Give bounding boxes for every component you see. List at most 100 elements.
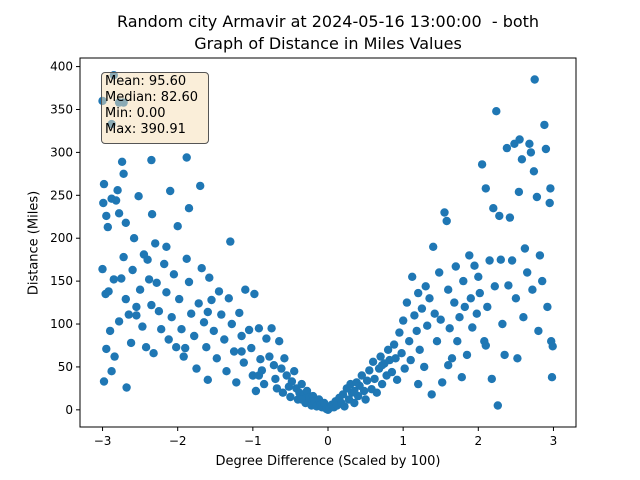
data-point [520, 244, 530, 253]
data-point [513, 354, 522, 363]
data-point [143, 255, 152, 264]
data-point [399, 316, 408, 325]
data-point [271, 374, 280, 384]
data-point [175, 294, 184, 304]
data-point [181, 343, 190, 353]
data-point [548, 342, 557, 351]
data-point [194, 299, 203, 308]
data-point [483, 302, 492, 312]
data-point [368, 357, 378, 366]
data-point [241, 285, 250, 294]
data-point [472, 309, 481, 318]
data-point [450, 298, 459, 307]
data-point [475, 288, 484, 298]
data-point [417, 304, 427, 313]
data-point [391, 354, 400, 363]
data-point [202, 343, 211, 352]
y-tick-label: 350 [50, 102, 73, 116]
data-point [113, 186, 122, 195]
data-point [209, 326, 218, 336]
data-point [229, 347, 239, 356]
data-point [429, 242, 438, 251]
data-point [468, 323, 477, 332]
data-point [455, 313, 464, 322]
data-point [507, 256, 517, 265]
data-point [237, 331, 246, 341]
x-axis-label: Degree Difference (Scaled by 100) [215, 454, 441, 469]
y-tick-label: 150 [50, 274, 73, 288]
data-point [147, 300, 156, 310]
data-point [103, 222, 113, 232]
points-layer [98, 71, 557, 414]
stat-median: Median: 82.60 [105, 90, 199, 105]
data-point [226, 237, 235, 246]
x-tick-label: 3 [550, 434, 558, 448]
data-point [420, 362, 429, 372]
x-tick-label: 1 [399, 434, 407, 448]
y-axis-ticks: 0 50 100 150 200 250 300 350 400 [50, 60, 80, 417]
data-point [541, 144, 551, 154]
data-point [272, 384, 282, 393]
data-point [500, 350, 509, 360]
chart-title-line-1: Random city Armavir at 2024-05-16 13:00:… [116, 12, 540, 31]
data-point [493, 401, 502, 410]
data-point [147, 155, 156, 165]
data-point [534, 326, 543, 336]
data-point [111, 196, 121, 205]
data-point [546, 184, 555, 193]
data-point [173, 222, 182, 231]
data-point [212, 354, 221, 363]
data-point [400, 364, 409, 373]
data-point [489, 204, 498, 213]
data-point [425, 294, 434, 303]
data-point [190, 331, 199, 341]
y-tick-label: 50 [58, 360, 73, 374]
data-point [530, 75, 539, 84]
data-point [182, 254, 191, 263]
data-point [117, 157, 127, 166]
data-point [167, 313, 176, 322]
data-point [529, 167, 539, 176]
data-point [383, 345, 393, 354]
stats-box [101, 72, 209, 144]
data-point [197, 264, 206, 273]
data-point [387, 367, 397, 377]
data-point [540, 120, 549, 130]
data-point [438, 378, 447, 387]
data-point [154, 307, 164, 316]
x-tick-label: −1 [244, 434, 262, 448]
data-point [122, 383, 131, 392]
data-point [129, 234, 139, 243]
data-point [359, 386, 369, 396]
data-point [495, 211, 504, 221]
stat-mean: Mean: 95.60 [105, 74, 187, 89]
data-point [481, 184, 490, 193]
data-point [377, 361, 387, 370]
data-point [376, 352, 385, 361]
data-point [377, 379, 387, 389]
data-point [427, 390, 436, 399]
data-point [251, 386, 261, 396]
data-point [453, 337, 462, 346]
data-point [340, 402, 349, 411]
data-point [162, 242, 171, 251]
data-point [227, 319, 236, 329]
data-point [164, 335, 173, 344]
data-point [423, 321, 432, 330]
data-point [126, 338, 136, 348]
data-point [192, 364, 201, 373]
data-point [254, 324, 264, 333]
data-point [265, 352, 274, 361]
data-point [408, 272, 417, 281]
data-point [207, 295, 216, 305]
data-point [547, 373, 557, 382]
data-point [442, 216, 451, 226]
data-point [152, 278, 161, 287]
data-point [460, 302, 469, 312]
data-point [526, 148, 536, 157]
data-point [405, 337, 414, 346]
data-point [199, 318, 209, 327]
data-point [104, 287, 113, 296]
data-point [157, 325, 166, 334]
data-point [487, 374, 496, 384]
